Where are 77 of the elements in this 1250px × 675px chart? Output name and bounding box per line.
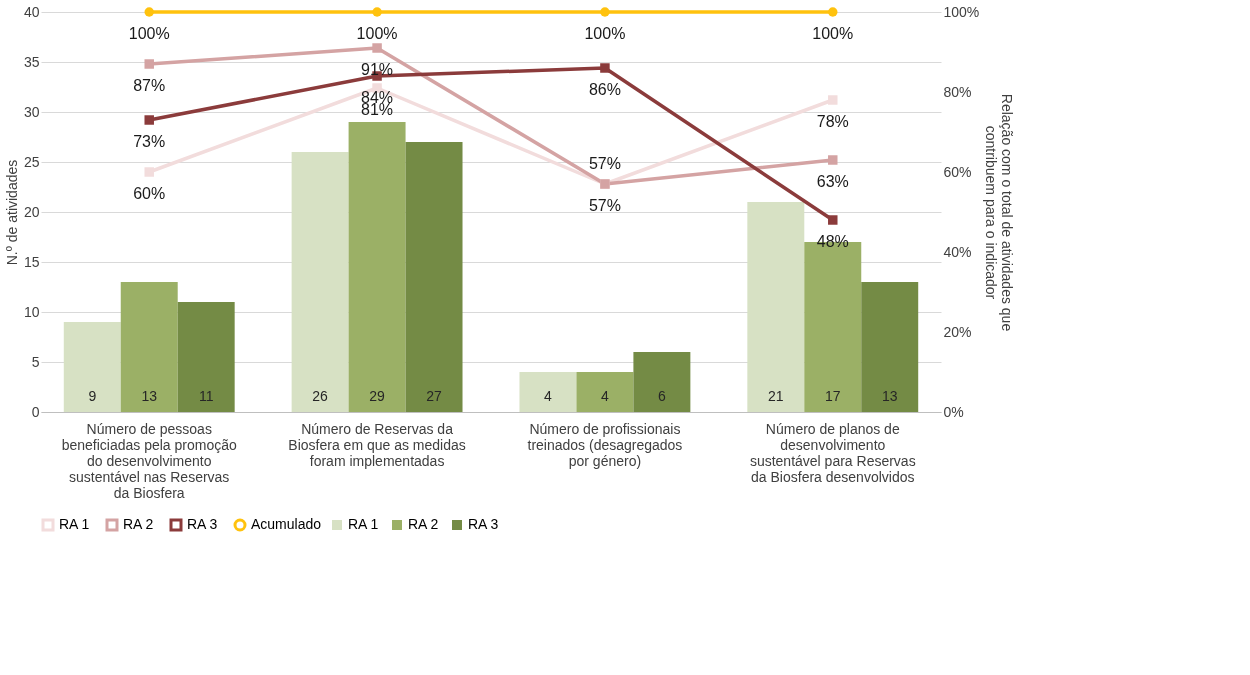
y2-tick-label: 40% (943, 243, 972, 260)
data-label: 100% (584, 25, 626, 42)
y-tick-label: 25 (23, 153, 40, 170)
point (372, 7, 382, 17)
legend-label: RA 1 (348, 516, 379, 532)
bar (177, 302, 235, 412)
data-label: 4 (601, 388, 610, 404)
point (372, 43, 382, 53)
point (144, 59, 154, 69)
data-label: 91% (361, 61, 394, 78)
bar (633, 352, 691, 412)
y-tick-label: 35 (23, 53, 40, 70)
data-label: 60% (133, 185, 166, 202)
data-label: 6 (657, 388, 666, 404)
data-label: 13 (141, 388, 158, 404)
bar (63, 322, 121, 412)
point (144, 167, 154, 177)
point (600, 63, 610, 73)
data-label: 26 (312, 388, 329, 404)
y-axis-title: N.º de atividades (3, 159, 20, 266)
y2-tick-label: 0% (943, 403, 964, 420)
data-label: 13 (881, 388, 898, 404)
data-label: 73% (133, 133, 166, 150)
bar (576, 372, 634, 412)
y-tick-label: 15 (23, 253, 40, 270)
legend-label: RA 2 (123, 516, 154, 532)
data-label: 17 (824, 388, 841, 404)
point (828, 155, 838, 165)
y-tick-label: 5 (31, 353, 40, 370)
data-label: 100% (356, 25, 398, 42)
y-tick-label: 30 (23, 103, 40, 120)
legend-label: Acumulado (251, 516, 322, 532)
y-tick-label: 40 (23, 3, 40, 20)
data-label: 29 (369, 388, 386, 404)
legend-label: RA 3 (187, 516, 218, 532)
bar (348, 122, 406, 412)
data-label: 57% (588, 155, 621, 172)
y2-axis-title: Relação com o total de atividades que contribuem para o indicador (983, 93, 1016, 332)
data-label: 100% (812, 25, 854, 42)
point (144, 115, 154, 125)
data-label: 9 (88, 388, 97, 404)
y-tick-label: 10 (23, 303, 40, 320)
x-tick-label: Número de pessoas beneficiadas pela promoção do desenvolvimento sustentável nas Reservas da Biosfera (61, 420, 237, 501)
bar (120, 282, 178, 412)
x-tick-label: Número de planos de desenvolvimento sustentável para Reservas da Biosfera desenvolvidos (749, 420, 916, 485)
point (144, 7, 154, 17)
point (828, 215, 838, 225)
y2-tick-label: 60% (943, 163, 972, 180)
data-label: 78% (816, 113, 849, 130)
y2-tick-label: 20% (943, 323, 972, 340)
x-tick-label: Número de profissionais treinados (desagregados por género) (527, 420, 683, 469)
data-label: 11 (198, 388, 214, 404)
bar (291, 152, 349, 412)
point (828, 95, 838, 105)
point (600, 7, 610, 17)
y-tick-label: 0 (31, 403, 40, 420)
data-label: 100% (128, 25, 170, 42)
data-label: 57% (588, 197, 621, 214)
data-label: 48% (816, 233, 849, 250)
y2-tick-label: 100% (943, 3, 980, 20)
data-label: 63% (816, 173, 849, 190)
legend-label: RA 3 (468, 516, 499, 532)
bar (405, 142, 463, 412)
data-label: 86% (588, 81, 621, 98)
bar (519, 372, 577, 412)
y2-tick-label: 80% (943, 83, 972, 100)
data-label: 4 (544, 388, 553, 404)
legend-label: RA 1 (59, 516, 90, 532)
bar (861, 282, 919, 412)
x-tick-label: Número de Reservas da Biosfera em que as medidas foram implementadas (288, 420, 466, 469)
data-label: 87% (133, 77, 166, 94)
bar (747, 202, 805, 412)
legend-label: RA 2 (408, 516, 439, 532)
y-tick-label: 20 (23, 203, 40, 220)
data-label: 27 (426, 388, 443, 404)
data-label: 21 (768, 388, 784, 404)
point (828, 7, 838, 17)
